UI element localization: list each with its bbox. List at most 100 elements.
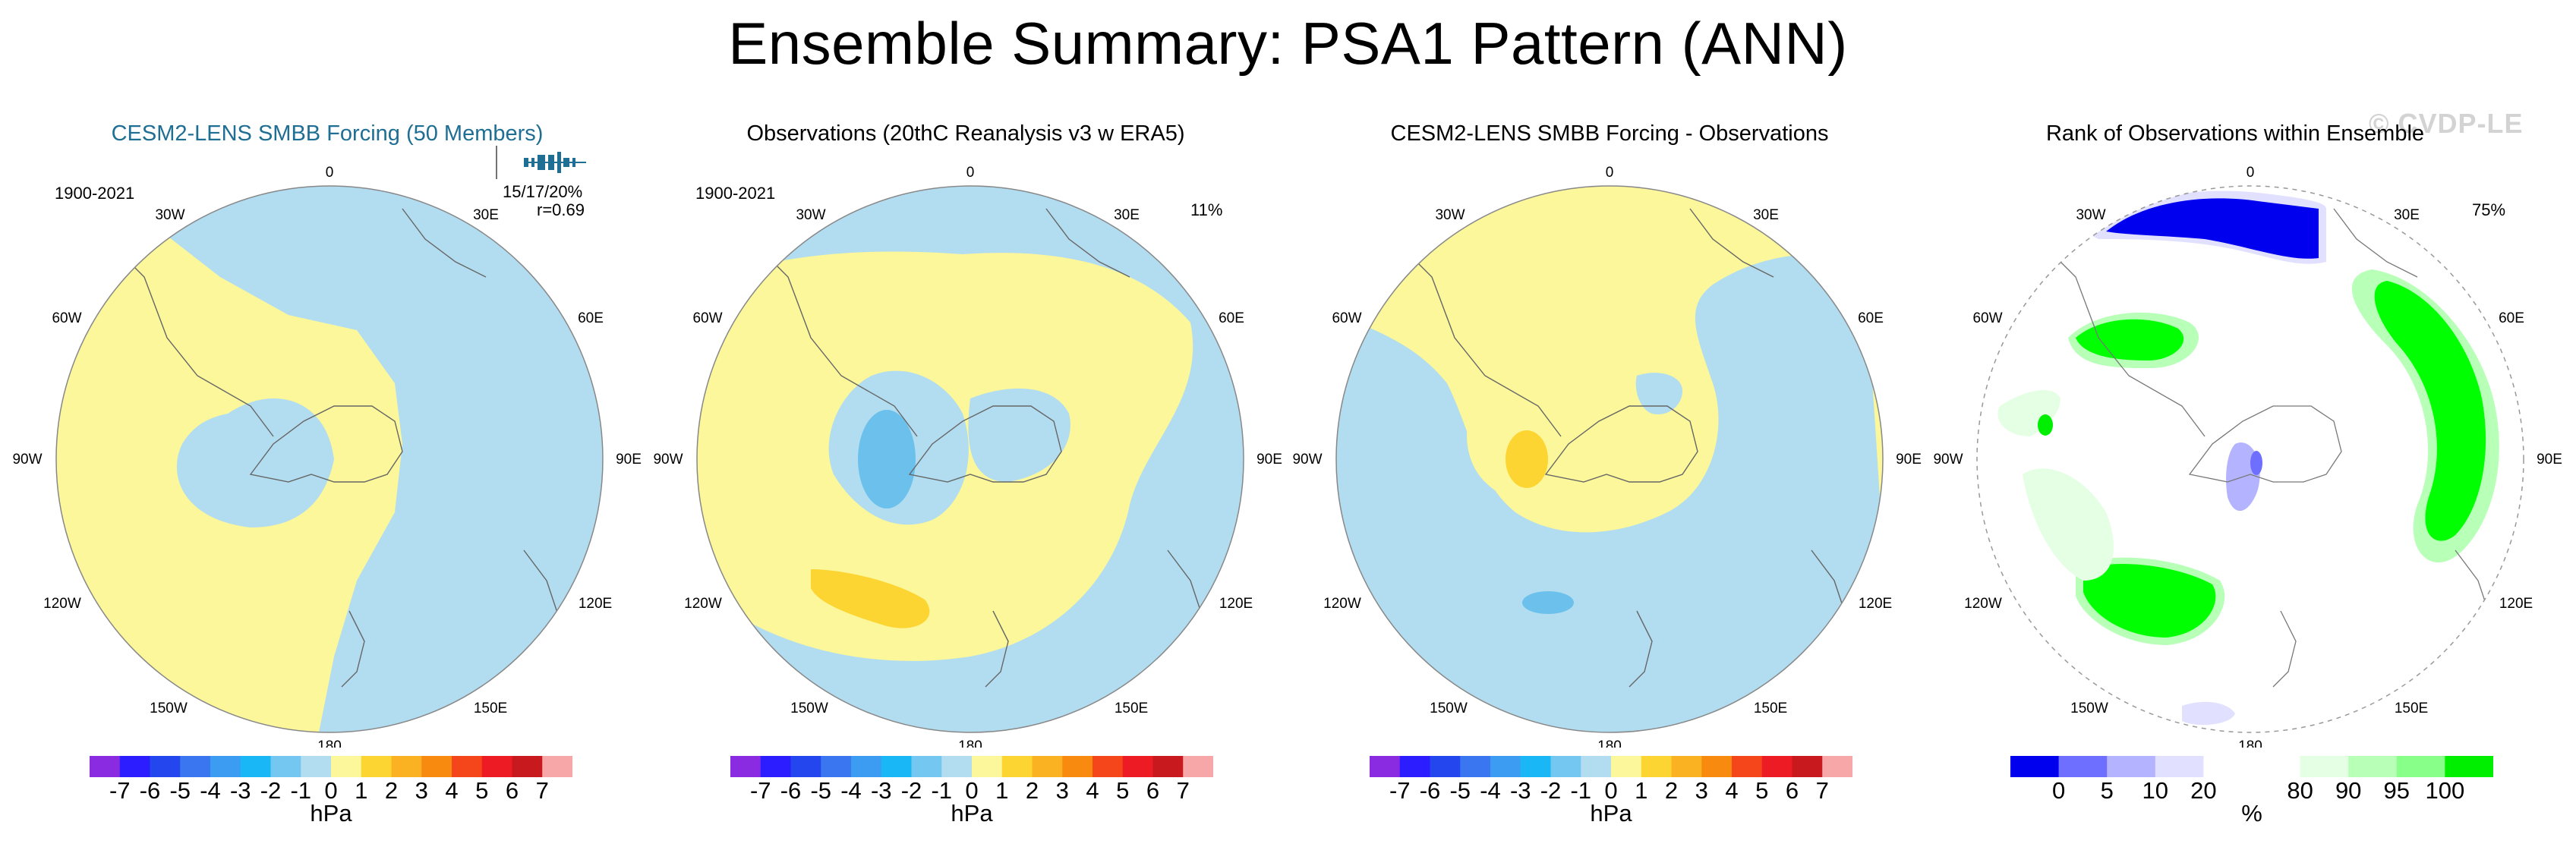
colorbar-tick-label: 0 [324, 777, 338, 804]
colorbar-tick-label: -3 [870, 777, 892, 804]
lon-label-150e: 150E [2395, 701, 2428, 716]
colorbar-tick-label: -2 [900, 777, 922, 804]
colorbar-tick-label: 100 [2425, 777, 2465, 804]
colorbar-tick-label: 5 [1116, 777, 1130, 804]
stats-line-1: 15/17/20% [503, 182, 583, 201]
colorbar-swatch [1611, 756, 1642, 777]
colorbar-swatch [851, 756, 882, 777]
lon-label-120e: 120E [579, 596, 612, 612]
period-label: 1900-2021 [55, 184, 135, 203]
colorbar-swatch [730, 756, 761, 777]
colorbar-tick-label: 10 [2142, 777, 2169, 804]
colorbar-tick-label: 7 [535, 777, 549, 804]
colorbar-swatch [2445, 756, 2493, 777]
colorbar-swatch [512, 756, 543, 777]
colorbar-tick-label: 90 [2335, 777, 2362, 804]
panel-title: Rank of Observations within Ensemble [2045, 121, 2425, 146]
colorbar-swatch [881, 756, 912, 777]
percent-label: 75% [2472, 200, 2506, 219]
colorbar-tick-label: 4 [1725, 777, 1739, 804]
lon-label-90w: 90W [1292, 452, 1322, 468]
colorbar-tick-label: -4 [840, 777, 862, 804]
colorbar-swatch [972, 756, 1003, 777]
colorbar-swatch [1792, 756, 1823, 777]
lon-label-60w: 60W [1972, 310, 2002, 326]
colorbar-swatch [1822, 756, 1852, 777]
colorbar-hpa [730, 756, 1213, 777]
colorbar-tick-label: 4 [1086, 777, 1099, 804]
colorbar-tick-label: -4 [1480, 777, 1501, 804]
lon-label-0: 0 [326, 165, 334, 181]
colorbar-swatch [2348, 756, 2398, 777]
colorbar-swatch [941, 756, 973, 777]
colorbar-swatch [760, 756, 791, 777]
colorbar-tick-label: -6 [139, 777, 161, 804]
lon-label-30w: 30W [796, 207, 825, 223]
colorbar-swatch [542, 756, 572, 777]
colorbar-unit: hPa [310, 800, 352, 827]
lon-label-150w: 150W [2070, 701, 2108, 716]
colorbar-tick-label: -7 [749, 777, 771, 804]
colorbar-tick-label: -7 [1389, 777, 1411, 804]
colorbar-swatch [1093, 756, 1124, 777]
lon-label-180: 180 [1597, 738, 1622, 748]
panel-title: CESM2-LENS SMBB Forcing (50 Members) [111, 121, 544, 146]
colorbar-tick-label: -5 [169, 777, 191, 804]
colorbar-swatch [2058, 756, 2108, 777]
lon-label-60e: 60E [1858, 310, 1884, 326]
colorbar-swatch [2010, 756, 2060, 777]
colorbar-tick-label: 6 [1146, 777, 1160, 804]
percent-label: 11% [1190, 200, 1223, 219]
polar-map-observations: 0 30E 60E 90E 120E 150E 180 150W 120W 90… [653, 165, 1282, 748]
lon-label-120w: 120W [1323, 596, 1361, 612]
lon-label-90e: 90E [1256, 452, 1282, 468]
colorbar-swatch [180, 756, 211, 777]
colorbar-swatch [1732, 756, 1763, 777]
colorbar-swatch [1122, 756, 1153, 777]
colorbar-swatch [2203, 756, 2253, 777]
colorbar-swatch [270, 756, 301, 777]
colorbar-tick-label: 5 [2100, 777, 2114, 804]
colorbar-tick-label: -6 [780, 777, 802, 804]
lon-label-90e: 90E [1896, 452, 1922, 468]
colorbar-tick-label: -4 [200, 777, 221, 804]
colorbar-swatch [1001, 756, 1033, 777]
panel-model: CESM2-LENS SMBB Forcing (50 Members) 190… [0, 0, 644, 847]
colorbar-tick-label: 1 [1635, 777, 1648, 804]
colorbar-unit: % [2241, 800, 2262, 827]
colorbar-swatch [1183, 756, 1213, 777]
polar-map-model: 0 30E 60E 90E 120E 150E 180 150W 120W 90… [12, 165, 641, 748]
colorbar-swatch [421, 756, 452, 777]
colorbar-swatch [210, 756, 241, 777]
colorbar-tick-label: 2 [384, 777, 399, 804]
lon-label-90w: 90W [1933, 452, 1963, 468]
lon-label-150e: 150E [1115, 701, 1148, 716]
colorbar-tick-label: 2 [1025, 777, 1039, 804]
lon-label-180: 180 [2238, 738, 2262, 748]
colorbar-tick-label: -7 [109, 777, 131, 804]
colorbar-swatch [1370, 756, 1401, 777]
colorbar-tick-label: 1 [355, 777, 368, 804]
panel-rank: Rank of Observations within Ensemble 75% [1931, 0, 2575, 847]
page-title: Ensemble Summary: PSA1 Pattern (ANN) [728, 10, 1848, 77]
lon-label-150e: 150E [1754, 701, 1787, 716]
colorbar-swatch [1550, 756, 1581, 777]
colorbar-swatch [911, 756, 942, 777]
lon-label-90w: 90W [12, 452, 42, 468]
colorbar-tick-label: 0 [1604, 777, 1618, 804]
colorbar-swatch [1032, 756, 1063, 777]
colorbar-swatch [361, 756, 392, 777]
colorbar-tick-label: 7 [1815, 777, 1829, 804]
lon-label-30e: 30E [473, 207, 499, 223]
colorbar-swatch [2107, 756, 2156, 777]
lon-label-180: 180 [317, 738, 342, 748]
colorbar-tick-label: -6 [1419, 777, 1441, 804]
colorbar-tick-label: 5 [1755, 777, 1769, 804]
colorbar-swatch [1520, 756, 1551, 777]
colorbar-tick-label: -2 [260, 777, 282, 804]
lon-label-150w: 150W [1430, 701, 1468, 716]
colorbar-tick-label: -5 [1449, 777, 1471, 804]
colorbar-unit: hPa [951, 800, 993, 827]
colorbar-swatch [1460, 756, 1491, 777]
colorbar-swatch [2155, 756, 2204, 777]
